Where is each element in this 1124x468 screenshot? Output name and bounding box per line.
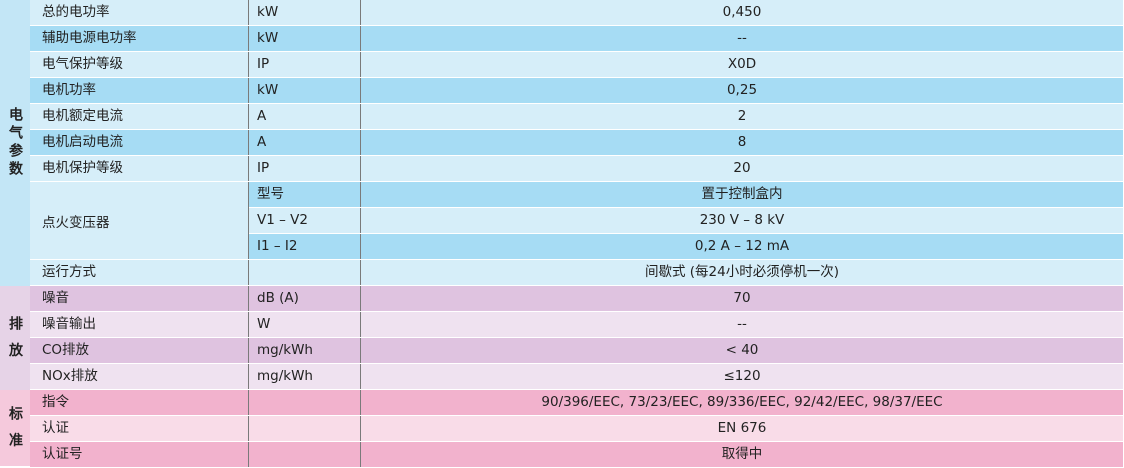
table-row: 噪音输出 W -- — [30, 312, 1123, 338]
param-unit — [249, 442, 361, 467]
param-name: 电机功率 — [30, 78, 249, 103]
table-grid: 总的电功率 kW 0,450 辅助电源电功率 kW -- 电气保护等级 IP X… — [30, 0, 1123, 468]
param-value: 2 — [737, 108, 747, 124]
param-unit: W — [249, 312, 361, 337]
param-unit: V1 – V2 — [249, 208, 361, 233]
param-name: CO排放 — [30, 338, 249, 363]
param-name: 噪音 — [30, 286, 249, 311]
table-row: 辅助电源电功率 kW -- — [30, 26, 1123, 52]
param-name: NOx排放 — [30, 364, 249, 389]
param-unit — [249, 390, 361, 415]
table-row: 认证号 取得中 — [30, 442, 1123, 468]
param-value: 70 — [733, 290, 751, 306]
param-unit: IP — [249, 52, 361, 77]
param-name: 认证 — [30, 416, 249, 441]
param-value: 8 — [737, 134, 747, 150]
param-unit: I1 – I2 — [249, 234, 361, 259]
param-unit: kW — [249, 0, 361, 25]
table-row: 电机启动电流 A 8 — [30, 130, 1123, 156]
param-value: 置于控制盒内 — [701, 186, 783, 202]
param-unit: kW — [249, 78, 361, 103]
table-row: 总的电功率 kW 0,450 — [30, 0, 1123, 26]
param-value: EN 676 — [717, 420, 767, 436]
table-row: 指令 90/396/EEC, 73/23/EEC, 89/336/EEC, 92… — [30, 390, 1123, 416]
param-name: 电气保护等级 — [30, 52, 249, 77]
param-value: 230 V – 8 kV — [699, 212, 785, 228]
ignition-transformer-label: 点火变压器 — [30, 182, 249, 259]
table-row: 电机额定电流 A 2 — [30, 104, 1123, 130]
param-unit — [249, 416, 361, 441]
param-value: 0,2 A – 12 mA — [694, 238, 790, 254]
param-value: 取得中 — [721, 446, 763, 462]
table-row: 运行方式 间歇式 (每24小时必须停机一次) — [30, 260, 1123, 286]
param-name: 指令 — [30, 390, 249, 415]
table-row: CO排放 mg/kWh < 40 — [30, 338, 1123, 364]
param-unit: mg/kWh — [249, 338, 361, 363]
param-unit: kW — [249, 26, 361, 51]
param-unit: A — [249, 130, 361, 155]
param-name: 认证号 — [30, 442, 249, 467]
param-unit: mg/kWh — [249, 364, 361, 389]
param-value: < 40 — [725, 342, 759, 358]
param-value: 0,25 — [726, 82, 758, 98]
table-row: NOx排放 mg/kWh ≤120 — [30, 364, 1123, 390]
param-value: 间歇式 (每24小时必须停机一次) — [644, 264, 839, 280]
param-unit: IP — [249, 156, 361, 181]
table-row: 噪音 dB (A) 70 — [30, 286, 1123, 312]
param-value: -- — [737, 316, 747, 332]
param-value: 20 — [733, 160, 751, 176]
param-name: 运行方式 — [30, 260, 249, 285]
table-row: 电机功率 kW 0,25 — [30, 78, 1123, 104]
table-row: 电机保护等级 IP 20 — [30, 156, 1123, 182]
param-name: 电机额定电流 — [30, 104, 249, 129]
param-value: 0,450 — [722, 4, 762, 20]
param-name: 辅助电源电功率 — [30, 26, 249, 51]
param-name: 电机保护等级 — [30, 156, 249, 181]
param-unit: 型号 — [249, 182, 361, 207]
param-value: X0D — [727, 56, 757, 72]
param-unit: A — [249, 104, 361, 129]
table-row: 认证 EN 676 — [30, 416, 1123, 442]
param-unit: dB (A) — [249, 286, 361, 311]
param-name: 总的电功率 — [30, 0, 249, 25]
section-label-standard: 标 准 — [0, 390, 30, 466]
param-value: -- — [737, 30, 747, 46]
section-label-electric: 电气参数 — [0, 0, 30, 286]
table-row: 电气保护等级 IP X0D — [30, 52, 1123, 78]
param-value: ≤120 — [723, 368, 761, 384]
param-value: 90/396/EEC, 73/23/EEC, 89/336/EEC, 92/42… — [541, 394, 943, 410]
param-unit — [249, 260, 361, 285]
section-label-emission: 排 放 — [0, 286, 30, 390]
param-name: 电机启动电流 — [30, 130, 249, 155]
param-name: 噪音输出 — [30, 312, 249, 337]
